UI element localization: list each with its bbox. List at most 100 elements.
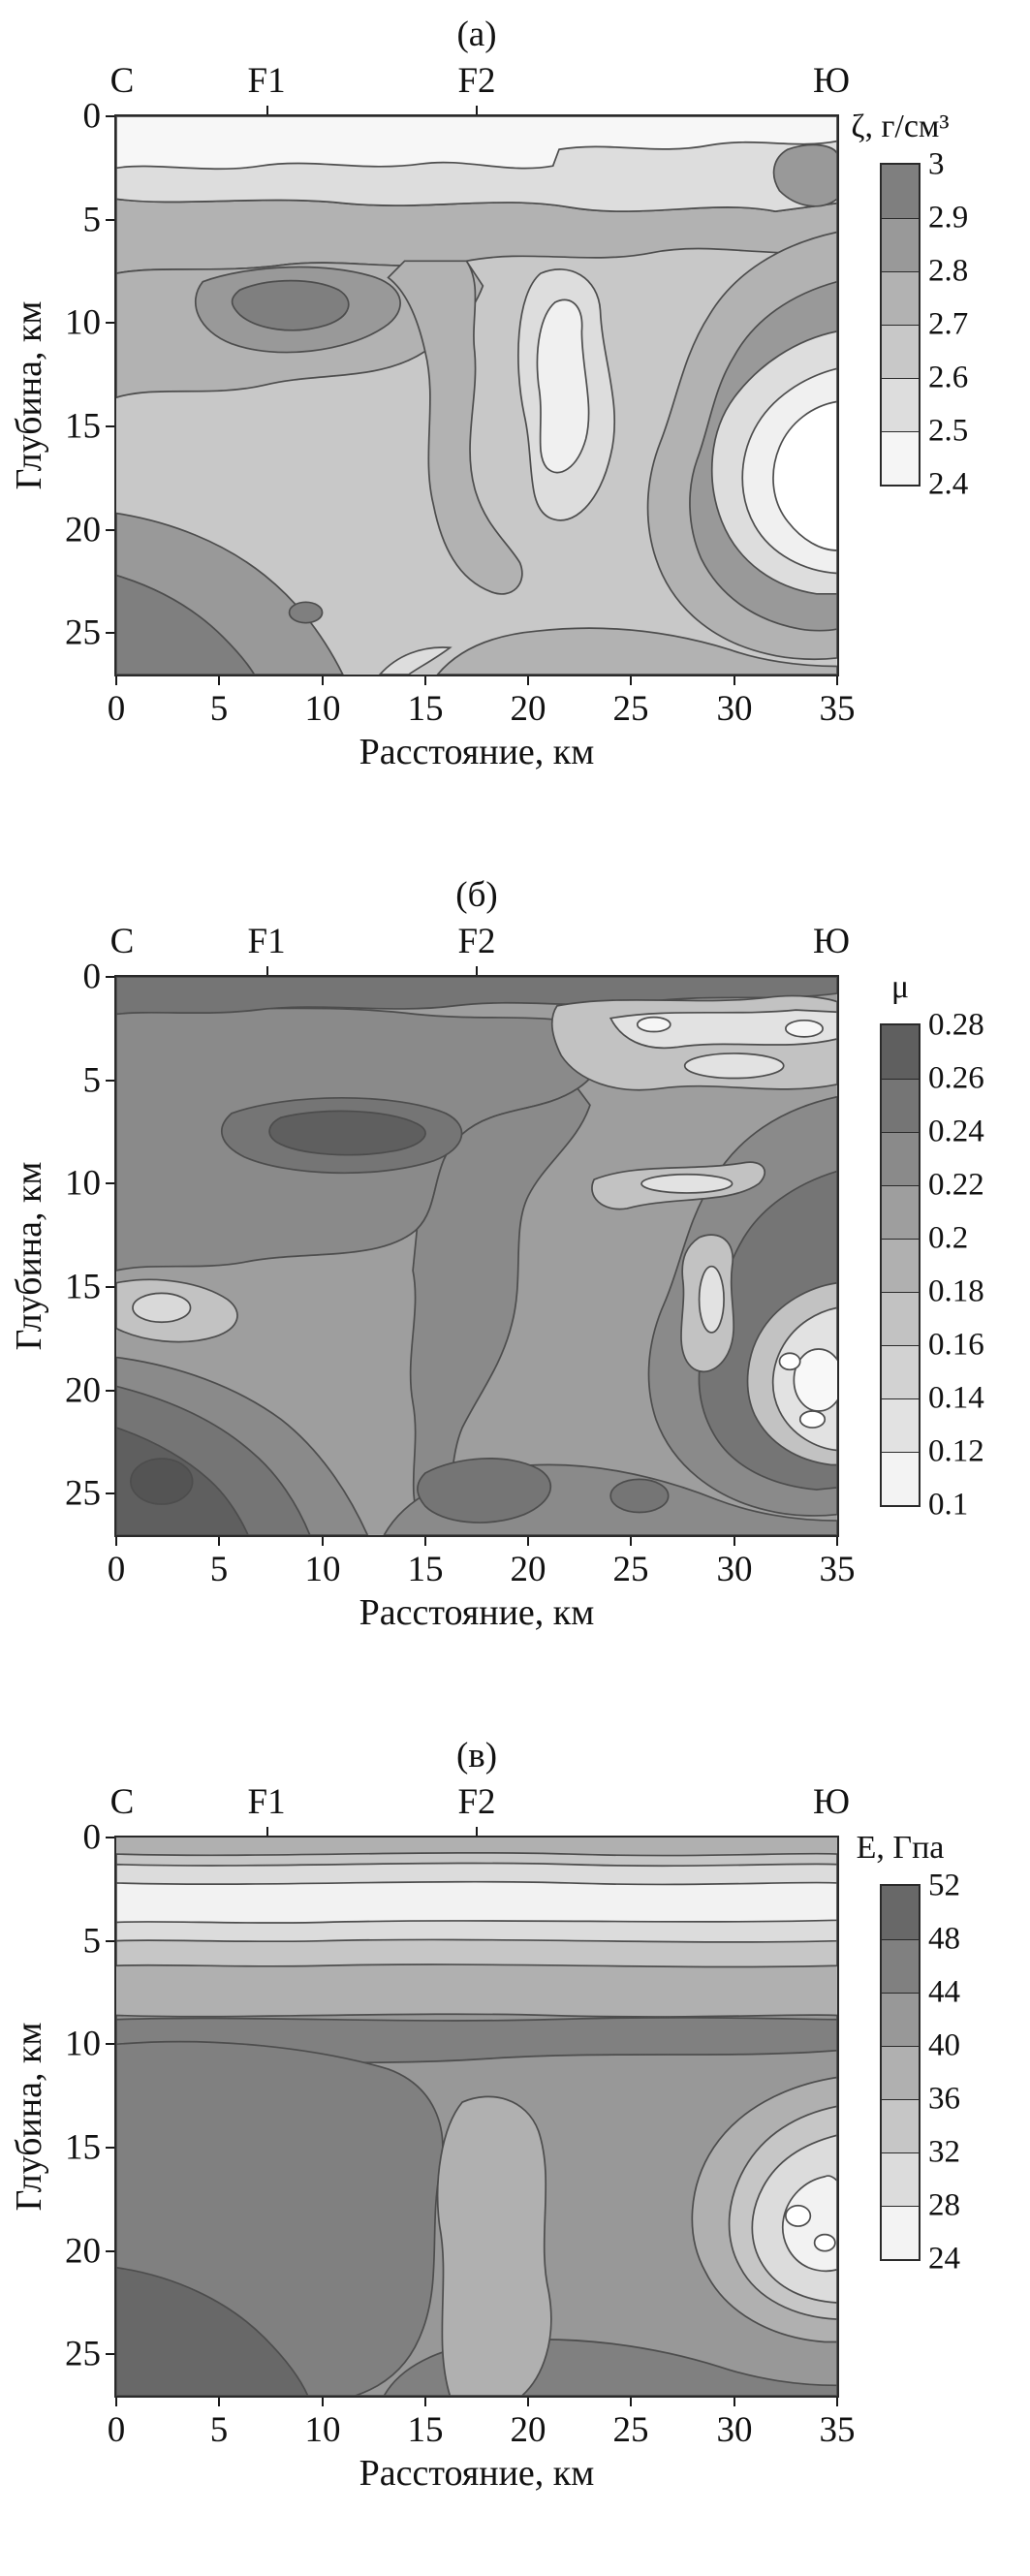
x-tick [322, 2398, 324, 2406]
colorbar-tick-label: 0.16 [928, 1327, 984, 1363]
x-tick-label: 0 [107, 689, 126, 729]
y-tick-label: 15 [65, 2127, 101, 2168]
top-axis: С F1 F2 Ю [110, 921, 850, 965]
y-tick [106, 322, 114, 324]
y-tick-label: 5 [82, 1060, 102, 1101]
x-tick-label: 25 [612, 689, 649, 729]
colorbar-cell [882, 1398, 919, 1452]
y-tick-label: 20 [65, 2231, 101, 2272]
colorbar-tick-label: 2.4 [928, 466, 969, 502]
profile-north-label: С [109, 1782, 135, 1822]
x-tick [836, 1537, 838, 1546]
y-tick [106, 632, 114, 634]
colorbar-cell [882, 271, 919, 325]
x-tick-label: 10 [304, 2410, 341, 2450]
x-tick-label: 15 [407, 2410, 444, 2450]
x-tick [527, 676, 529, 685]
fault-f1-tick [266, 106, 268, 114]
y-tick [106, 115, 114, 117]
y-tick [106, 1182, 114, 1184]
y-tick [106, 1286, 114, 1288]
panel-young-modulus: (в) С F1 F2 Ю Глубина, км 0 5 10 15 20 2… [0, 1727, 1030, 2576]
x-axis-label: Расстояние, км [359, 732, 595, 772]
y-tick [106, 2043, 114, 2045]
colorbar-cell [882, 1886, 919, 1939]
y-tick-label: 25 [65, 2334, 101, 2374]
panel-poisson: (б) С F1 F2 Ю Глубина, км 0 5 10 15 20 2… [0, 866, 1030, 1715]
colorbar-cell [882, 1079, 919, 1132]
y-tick-label: 25 [65, 613, 101, 653]
x-tick [115, 676, 117, 685]
panel-title: (б) [455, 875, 498, 915]
colorbar-tick-label: 0.24 [928, 1114, 984, 1149]
x-tick [733, 1537, 735, 1546]
x-tick-label: 0 [107, 1550, 126, 1589]
colorbar-cell [882, 1292, 919, 1345]
y-tick-label: 10 [65, 1163, 101, 1204]
x-tick-label: 35 [819, 689, 856, 729]
y-tick [106, 976, 114, 978]
y-tick [106, 529, 114, 531]
x-tick [527, 2398, 529, 2406]
y-tick [106, 425, 114, 427]
colorbar-cell [882, 2099, 919, 2152]
x-tick-label: 20 [510, 1550, 546, 1589]
profile-south-label: Ю [812, 1782, 851, 1822]
colorbar-tick-label: 0.14 [928, 1380, 984, 1416]
colorbar-title: μ [890, 969, 910, 1005]
x-tick-label: 35 [819, 2410, 856, 2450]
colorbar-tick-label: 40 [928, 2027, 960, 2063]
colorbar-cell [882, 1345, 919, 1398]
fault-f1-label: F1 [247, 1782, 286, 1822]
x-tick [733, 2398, 735, 2406]
y-tick-label: 0 [82, 96, 102, 137]
colorbar-cell [882, 431, 919, 485]
contour-plot-density [114, 114, 839, 676]
y-tick [106, 1390, 114, 1392]
y-tick [106, 1940, 114, 1942]
x-tick [733, 676, 735, 685]
fault-f1-tick [266, 966, 268, 975]
y-tick-label: 20 [65, 510, 101, 550]
fault-f2-label: F2 [457, 1782, 496, 1822]
x-tick-label: 30 [716, 689, 753, 729]
colorbar-tick-label: 0.12 [928, 1433, 984, 1469]
colorbar-cell [882, 1185, 919, 1239]
colorbar-cell [882, 1452, 919, 1505]
x-tick-label: 5 [209, 2410, 229, 2450]
fault-f1-label: F1 [247, 61, 286, 101]
x-tick [218, 1537, 220, 1546]
x-tick [218, 2398, 220, 2406]
panel-title: (в) [455, 1736, 498, 1775]
y-tick-label: 25 [65, 1473, 101, 1514]
y-tick-label: 5 [82, 200, 102, 240]
colorbar-cell [882, 1132, 919, 1185]
fault-f2-tick [476, 106, 478, 114]
colorbar [880, 163, 921, 487]
x-tick-label: 30 [716, 1550, 753, 1589]
y-tick-label: 10 [65, 2024, 101, 2064]
y-tick-label: 5 [82, 1921, 102, 1962]
contour-plot-poisson [114, 975, 839, 1537]
colorbar-tick-label: 2.9 [928, 200, 969, 236]
colorbar-cell [882, 378, 919, 431]
x-tick [630, 2398, 632, 2406]
x-axis-label: Расстояние, км [359, 1592, 595, 1633]
x-tick-label: 35 [819, 1550, 856, 1589]
colorbar [880, 1884, 921, 2261]
x-tick-label: 30 [716, 2410, 753, 2450]
x-tick-label: 5 [209, 1550, 229, 1589]
profile-north-label: С [109, 922, 135, 961]
panel-title: (а) [456, 15, 497, 54]
x-tick-label: 15 [407, 1550, 444, 1589]
x-axis-label: Расстояние, км [359, 2453, 595, 2494]
y-tick-label: 0 [82, 957, 102, 997]
x-tick-label: 0 [107, 2410, 126, 2450]
x-tick [424, 676, 426, 685]
x-tick [836, 2398, 838, 2406]
colorbar-cell [882, 2206, 919, 2259]
y-tick [106, 2250, 114, 2252]
colorbar-tick-label: 0.28 [928, 1007, 984, 1043]
x-tick [115, 2398, 117, 2406]
fault-f2-tick [476, 966, 478, 975]
